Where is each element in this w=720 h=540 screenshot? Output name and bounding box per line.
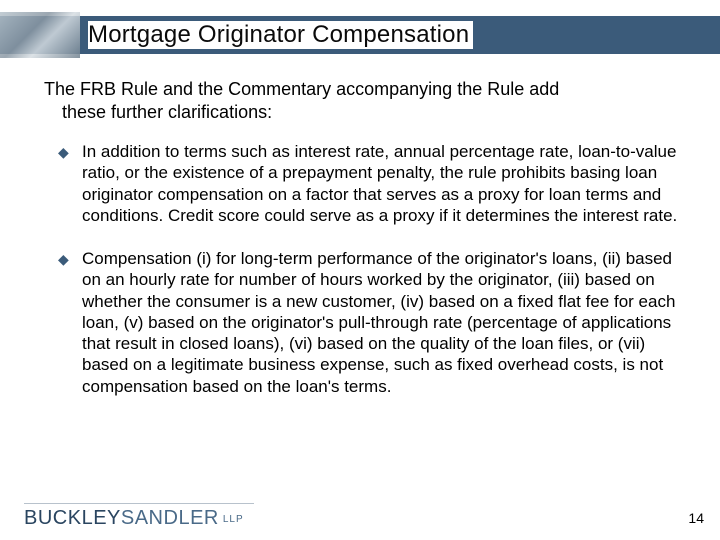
intro-paragraph: The FRB Rule and the Commentary accompan…	[44, 78, 680, 123]
diamond-icon: ◆	[58, 251, 69, 269]
intro-line-2: these further clarifications:	[44, 101, 680, 124]
slide-body: The FRB Rule and the Commentary accompan…	[44, 78, 680, 419]
footer-logo: BUCKLEYSANDLER LLP	[24, 507, 244, 530]
title-bar: Mortgage Originator Compensation	[0, 12, 720, 60]
bullet-list: ◆ In addition to terms such as interest …	[44, 141, 680, 397]
logo-part-1: BUCKLEY	[24, 507, 121, 529]
intro-line-1: The FRB Rule and the Commentary accompan…	[44, 79, 559, 99]
logo-suffix: LLP	[223, 514, 244, 525]
diamond-icon: ◆	[58, 144, 69, 162]
bullet-item: ◆ In addition to terms such as interest …	[82, 141, 680, 226]
slide: Mortgage Originator Compensation The FRB…	[0, 0, 720, 540]
bullet-text: Compensation (i) for long-term performan…	[82, 249, 675, 396]
logo-divider	[24, 503, 254, 504]
bullet-text: In addition to terms such as interest ra…	[82, 142, 677, 225]
page-number: 14	[688, 510, 704, 526]
slide-title: Mortgage Originator Compensation	[88, 21, 473, 49]
title-decorative-image	[0, 12, 80, 58]
logo-part-2: SANDLER	[121, 507, 219, 529]
bullet-item: ◆ Compensation (i) for long-term perform…	[82, 248, 680, 397]
